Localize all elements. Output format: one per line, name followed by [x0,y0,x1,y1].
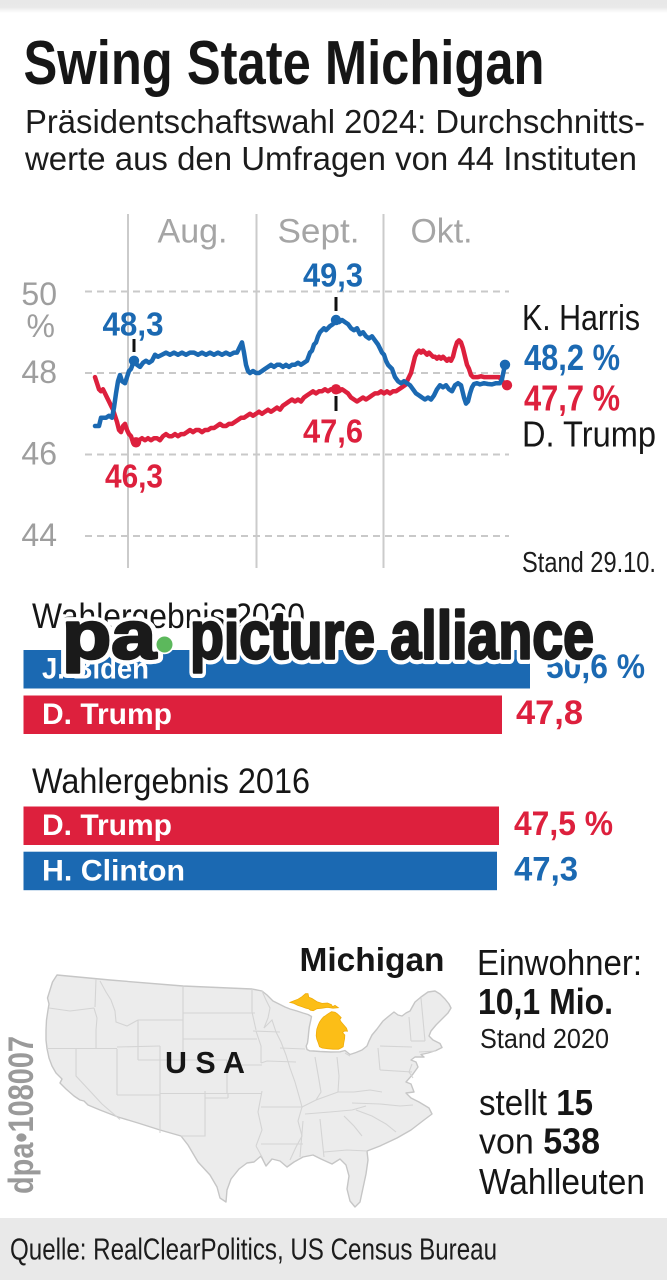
svg-text:U S A: U S A [165,1045,245,1080]
svg-text:46,3: 46,3 [105,459,163,496]
svg-text:dpa•108007: dpa•108007 [2,1036,41,1194]
svg-text:Stand 29.10.: Stand 29.10. [522,547,656,579]
svg-text:D. Trump: D. Trump [522,414,656,455]
svg-text:Quelle: RealClearPolitics, US: Quelle: RealClearPolitics, US Census Bur… [10,1232,497,1267]
svg-text:44: 44 [21,517,57,553]
svg-text:Okt.: Okt. [411,213,473,251]
svg-text:Swing State Michigan: Swing State Michigan [24,29,545,98]
svg-text:pa: pa [62,598,157,674]
svg-text:Stand 2020: Stand 2020 [480,1023,609,1054]
svg-text:Wahlergebnis 2016: Wahlergebnis 2016 [32,762,310,801]
svg-text:48,2 %: 48,2 % [524,337,620,378]
svg-text:Präsidentschaftswahl 2024: Dur: Präsidentschaftswahl 2024: Durchschnitts… [25,103,645,140]
svg-text:50: 50 [21,276,57,312]
svg-text:10,1 Mio.: 10,1 Mio. [478,981,613,1022]
svg-text:47,7 %: 47,7 % [524,378,620,419]
svg-text:D. Trump: D. Trump [42,809,172,842]
svg-text:werte aus den Umfragen von 44: werte aus den Umfragen von 44 Instituten [24,140,637,177]
svg-text:K. Harris: K. Harris [522,297,640,338]
svg-text:48: 48 [21,354,57,390]
svg-text:%: % [27,308,55,344]
svg-text:47,5 %: 47,5 % [514,805,613,843]
svg-text:48,3: 48,3 [103,307,164,344]
svg-text:picture alliance: picture alliance [190,598,594,674]
svg-text:von 538: von 538 [479,1121,600,1162]
svg-text:Aug.: Aug. [158,213,228,251]
svg-text:H. Clinton: H. Clinton [42,855,185,888]
svg-text:Einwohner:: Einwohner: [477,942,642,983]
svg-text:stellt 15: stellt 15 [479,1082,593,1123]
svg-text:Wahlergebnis 2020: Wahlergebnis 2020 [32,597,305,636]
svg-text:47,6: 47,6 [303,414,363,451]
svg-text:50,6 %: 50,6 % [546,648,645,686]
svg-text:Michigan: Michigan [300,941,445,978]
svg-text:D. Trump: D. Trump [42,698,172,731]
svg-text:picture alliance: picture alliance [190,598,594,674]
svg-text:Sept.: Sept. [278,213,360,251]
svg-text:46: 46 [21,436,57,472]
svg-text:J. Biden: J. Biden [42,653,149,686]
svg-text:pa: pa [62,598,157,674]
svg-text:47,8: 47,8 [516,694,583,732]
svg-text:49,3: 49,3 [303,258,363,295]
svg-text:47,3: 47,3 [514,851,578,889]
svg-text:Wahlleuten: Wahlleuten [479,1161,645,1202]
